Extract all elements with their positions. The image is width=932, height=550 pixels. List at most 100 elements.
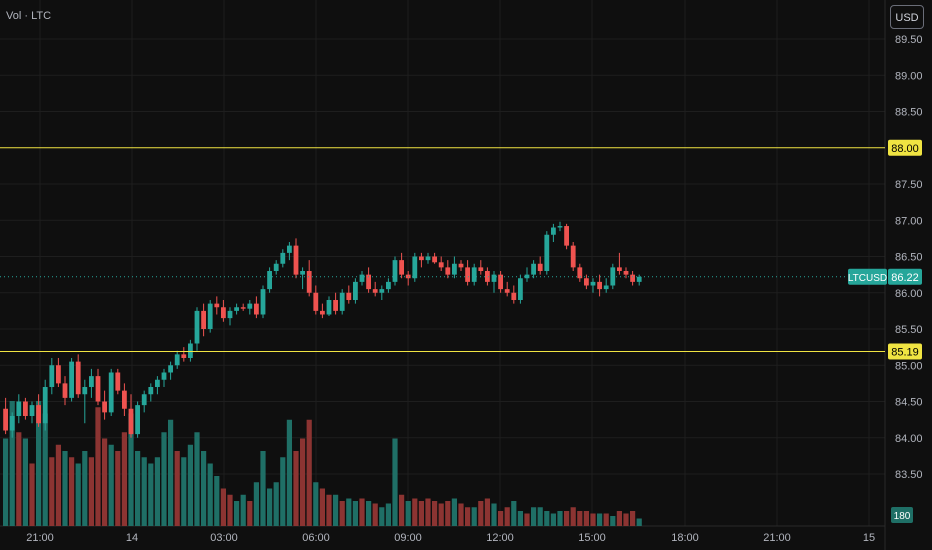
volume-bar — [478, 501, 484, 526]
volume-bar — [511, 501, 517, 526]
candle-body — [201, 310, 206, 329]
volume-bar — [392, 438, 398, 526]
candle-body — [630, 274, 635, 282]
time-tick-label: 12:00 — [486, 532, 514, 544]
candle-body — [234, 307, 239, 311]
candle-body — [75, 361, 81, 395]
volume-bar — [372, 503, 378, 526]
volume-bar — [16, 432, 22, 526]
candle-body — [287, 245, 292, 253]
volume-bar — [3, 438, 9, 526]
candle-body — [254, 303, 259, 315]
currency-button[interactable]: USD — [890, 5, 924, 29]
volume-bar — [69, 457, 75, 526]
candle-body — [267, 271, 272, 290]
volume-bar — [194, 432, 200, 526]
candle-body — [491, 274, 497, 282]
candle-body — [399, 260, 404, 275]
volume-bar — [537, 507, 543, 526]
candle-body — [379, 289, 385, 293]
candle-body — [320, 310, 325, 315]
candle-body — [524, 274, 530, 279]
time-tick-label: 14 — [126, 532, 138, 544]
volume-bar — [201, 451, 207, 526]
level-price-badge — [888, 343, 922, 360]
volume-bar — [564, 511, 570, 526]
level-price-label: 85.19 — [891, 346, 919, 358]
candle-body — [174, 354, 180, 366]
volume-bar — [550, 513, 556, 526]
level-price-label: 88.00 — [891, 143, 919, 155]
candle-body — [412, 256, 418, 279]
price-tick-label: 87.00 — [895, 215, 923, 227]
candle-body — [326, 300, 332, 315]
candle-body — [531, 263, 536, 275]
candle-body — [168, 365, 173, 373]
time-tick-label: 03:00 — [210, 532, 238, 544]
candle-body — [478, 267, 484, 271]
candle-body — [603, 285, 609, 290]
indicator-label: Vol · LTC — [6, 10, 52, 22]
volume-bar — [524, 513, 530, 526]
volume-bar — [280, 457, 286, 526]
candle-body — [511, 292, 517, 300]
candle-body — [128, 408, 134, 435]
candle-body — [23, 401, 28, 416]
volume-bar — [491, 503, 497, 526]
candle-body — [577, 267, 583, 279]
candle-body — [564, 226, 569, 246]
candle-body — [306, 271, 312, 293]
volume-bar — [517, 511, 523, 526]
volume-bar — [471, 507, 477, 526]
candle-body — [584, 278, 589, 286]
volume-bar — [36, 401, 42, 526]
candle-body — [188, 343, 193, 358]
time-tick-label: 15 — [863, 532, 875, 544]
candle-body — [432, 256, 437, 263]
candle-body — [227, 310, 233, 319]
volume-bar — [293, 451, 299, 526]
volume-bar — [451, 498, 457, 526]
volume-bar — [207, 463, 213, 526]
candle-body — [537, 263, 543, 271]
volume-bar — [597, 513, 603, 526]
volume-bar — [55, 444, 61, 526]
volume-bar — [379, 507, 385, 526]
candle-body — [122, 390, 127, 409]
volume-bar — [590, 513, 596, 526]
candle-body — [194, 310, 200, 344]
volume-bar — [339, 501, 345, 526]
time-tick-label: 09:00 — [394, 532, 422, 544]
volume-bar — [445, 501, 451, 526]
volume-badge — [891, 507, 913, 523]
candle-body — [346, 292, 352, 300]
price-tick-label: 87.50 — [895, 179, 923, 191]
candle-body — [617, 267, 622, 271]
candle-body — [135, 405, 140, 435]
candle-body — [300, 271, 305, 275]
candle-body — [557, 226, 563, 228]
volume-bar — [148, 463, 154, 526]
volume-bar — [260, 451, 266, 526]
price-tick-label: 85.50 — [895, 324, 923, 336]
volume-bar — [544, 511, 550, 526]
candle-body — [49, 365, 55, 387]
candle-body — [504, 289, 510, 293]
price-tick-label: 86.50 — [895, 252, 923, 264]
volume-bar — [359, 498, 365, 526]
volume-bar — [247, 501, 253, 526]
candle-body — [16, 401, 22, 416]
volume-bar — [385, 503, 391, 526]
candle-body — [102, 401, 107, 413]
price-tick-label: 86.00 — [895, 288, 923, 300]
candle-body — [570, 245, 576, 268]
volume-bar — [313, 482, 319, 526]
volume-bar — [286, 419, 292, 526]
volume-bar — [95, 407, 101, 526]
volume-bar — [22, 438, 28, 526]
price-tick-label: 89.00 — [895, 70, 923, 82]
volume-bar — [75, 463, 81, 526]
volume-bar — [425, 498, 431, 526]
volume-badge-label: 180 — [894, 511, 911, 522]
